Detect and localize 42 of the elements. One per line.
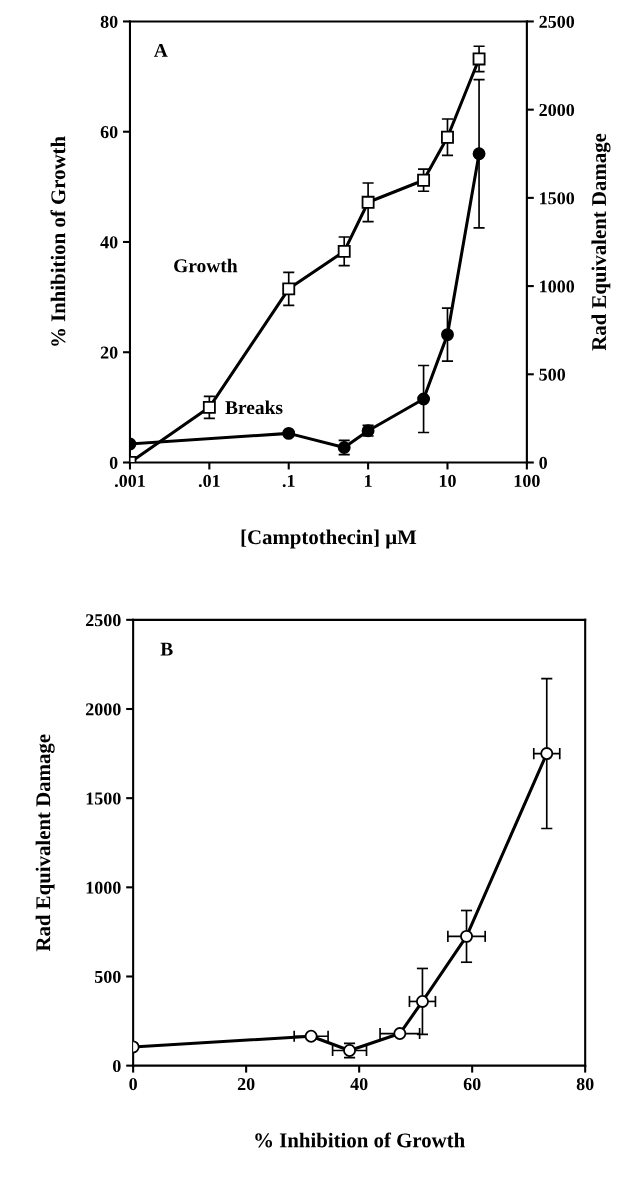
y2-tick-label: 0	[539, 456, 547, 469]
y-tick-label: 1000	[86, 881, 121, 894]
y2-tick-label: 2000	[539, 103, 575, 117]
annotation: A	[153, 43, 168, 57]
x-axis-title: [Camptothecin] μM	[241, 529, 417, 549]
x-tick-label: .01	[198, 474, 220, 488]
y-tick-label: 20	[100, 346, 118, 359]
y-tick-label: 60	[100, 125, 118, 139]
y2-tick-label: 1500	[540, 192, 575, 205]
y-tick-label: 1500	[86, 792, 121, 805]
point	[460, 929, 473, 943]
x-tick-label: 10	[439, 474, 456, 488]
y-tick-label: 80	[100, 15, 118, 28]
y-tick-label: 500	[94, 970, 121, 983]
x-axis-title: % Inhibition of Growth	[255, 1132, 465, 1148]
y2-tick-label: 2500	[539, 15, 575, 28]
x-tick-label: 100	[514, 474, 540, 488]
x-tick-label: 20	[237, 1077, 255, 1091]
x-tick-label: .001	[114, 474, 145, 488]
x-tick-label: 0	[129, 1077, 137, 1091]
series-label: Breaks	[225, 400, 283, 415]
y-axis-title: Rad Equivalent Damage	[35, 734, 55, 952]
x-tick-label: .1	[282, 474, 295, 488]
y-tick-label: 2500	[85, 614, 121, 627]
y-tick-label: 0	[113, 1059, 121, 1073]
x-tick-label: 60	[463, 1077, 481, 1091]
point	[304, 1029, 318, 1043]
x-tick-label: 40	[350, 1077, 368, 1091]
y2-axis-title: Rad Equivalent Damage	[591, 133, 611, 351]
x-tick-label: 80	[576, 1077, 594, 1091]
point	[393, 1027, 407, 1041]
text: Growth	[174, 258, 238, 273]
annotation: B	[160, 642, 173, 656]
y2-tick-label: 1000	[540, 280, 575, 293]
point	[540, 747, 554, 761]
x-tick-label: 1	[365, 474, 372, 487]
y-tick-label: 0	[109, 456, 118, 469]
point	[415, 994, 429, 1008]
y2-tick-label: 500	[539, 368, 566, 381]
y-axis-title: % Inhibition of Growth	[50, 136, 66, 346]
y-tick-label: 40	[100, 236, 118, 249]
y-tick-label: 2000	[85, 703, 121, 716]
